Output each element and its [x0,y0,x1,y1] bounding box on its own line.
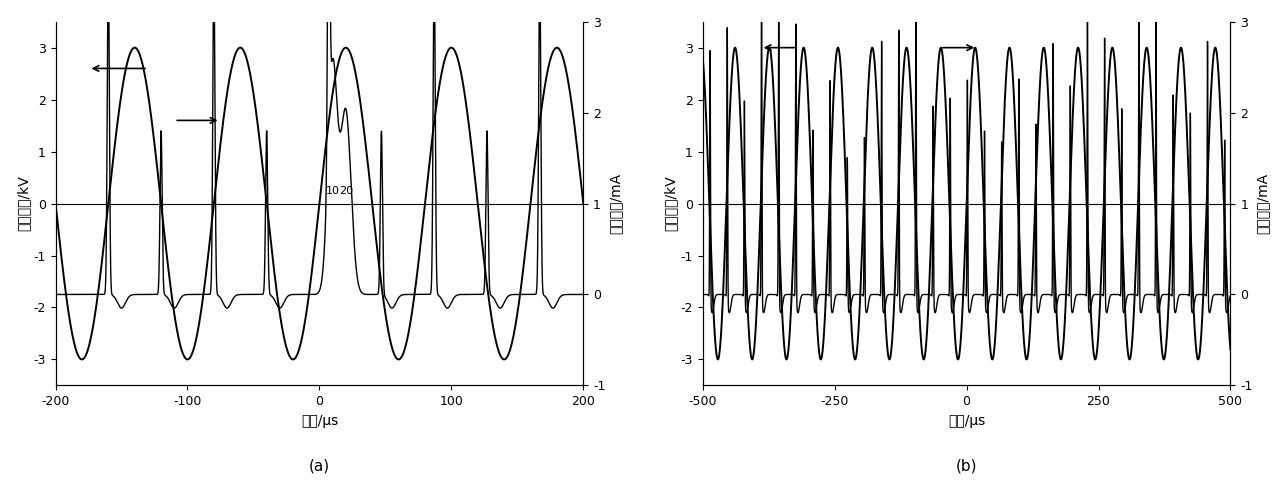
Y-axis label: 放电电流/mA: 放电电流/mA [1255,173,1269,234]
Text: 10: 10 [325,186,340,196]
Y-axis label: 放电电流/mA: 放电电流/mA [608,173,622,234]
X-axis label: 时间/μs: 时间/μs [301,414,338,428]
Text: 20: 20 [338,186,352,196]
Y-axis label: 外加电压/kV: 外加电压/kV [664,176,678,231]
Text: (b): (b) [955,458,977,473]
Y-axis label: 外加电压/kV: 外加电压/kV [17,176,31,231]
Text: (a): (a) [309,458,331,473]
X-axis label: 时间/μs: 时间/μs [948,414,985,428]
